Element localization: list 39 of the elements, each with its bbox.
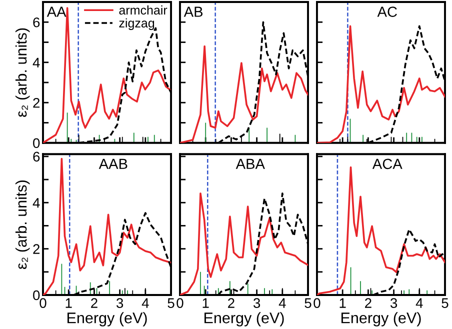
x-tick-label: 3 (253, 298, 260, 308)
x-tick-label: 5 (168, 298, 174, 308)
y-axis-title: ε₂ (arb. units) (15, 180, 30, 270)
x-tick-label: 1 (340, 298, 346, 308)
x-tick-label: 0 (40, 298, 46, 308)
x-tick-label: 1 (202, 298, 209, 308)
x-tick-label: 1 (66, 298, 72, 308)
chart-title: AB (184, 6, 203, 17)
x-tick-label: 3 (116, 298, 124, 308)
y-tick-label: 0 (33, 138, 40, 148)
y-tick-label: 6 (33, 152, 40, 162)
x-tick-label: 4 (278, 298, 286, 308)
y-tick-label: 6 (33, 17, 40, 28)
chart-title: AA (46, 6, 66, 17)
x-tick-label: 2 (91, 298, 98, 308)
chart-title: AAB (98, 158, 128, 169)
x-axis-title: Energy (eV) (204, 312, 284, 326)
x-tick-label: 2 (365, 298, 372, 308)
legend-label: armchair (119, 5, 168, 15)
x-tick-label: 5 (304, 298, 312, 308)
x-tick-label: 4 (416, 298, 423, 308)
legend-label: zigzag (119, 18, 154, 30)
x-tick-label: 0 (314, 298, 320, 308)
x-tick-label: 2 (228, 298, 234, 308)
x-axis-title: Energy (eV) (68, 312, 147, 326)
x-tick-label: 0 (176, 298, 184, 308)
x-tick-label: 3 (390, 298, 398, 308)
x-tick-label: 4 (142, 298, 149, 308)
chart-title: ABA (236, 158, 265, 169)
y-tick-label: 4 (32, 58, 40, 68)
y-tick-label: 2 (33, 244, 40, 254)
x-tick-label: 5 (442, 298, 448, 308)
y-tick-label: 4 (32, 198, 40, 208)
y-tick-label: 0 (33, 290, 40, 300)
chart-title: AC (377, 6, 397, 17)
x-axis-title: Energy (eV) (341, 312, 421, 326)
y-tick-label: 2 (33, 98, 40, 108)
chart-title: ACA (372, 158, 402, 170)
y-axis-title: ε₂ (arb. units) (15, 28, 30, 117)
